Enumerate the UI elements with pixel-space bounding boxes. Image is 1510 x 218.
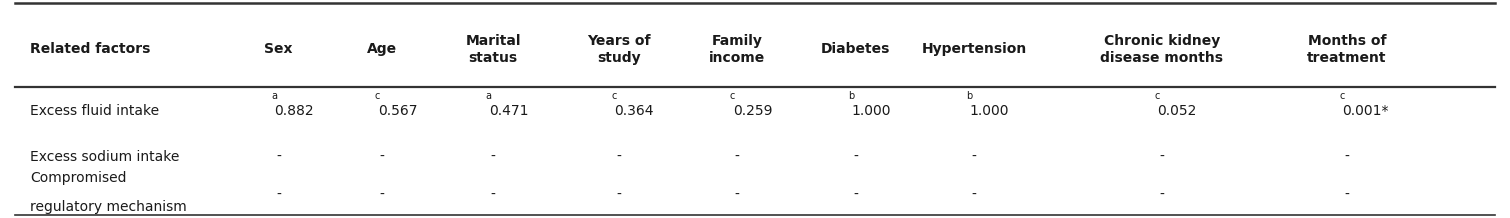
Text: -: - — [1160, 187, 1164, 201]
Text: -: - — [971, 187, 977, 201]
Text: -: - — [379, 150, 385, 164]
Text: -: - — [276, 187, 281, 201]
Text: -: - — [616, 150, 621, 164]
Text: regulatory mechanism: regulatory mechanism — [30, 200, 187, 214]
Text: 0.052: 0.052 — [1158, 104, 1197, 118]
Text: Age: Age — [367, 42, 397, 56]
Text: Family
income: Family income — [710, 34, 766, 65]
Text: Diabetes: Diabetes — [821, 42, 891, 56]
Text: b: b — [849, 91, 855, 101]
Text: -: - — [1160, 150, 1164, 164]
Text: -: - — [1344, 150, 1350, 164]
Text: c: c — [374, 91, 381, 101]
Text: Marital
status: Marital status — [465, 34, 521, 65]
Text: -: - — [735, 187, 740, 201]
Text: -: - — [971, 150, 977, 164]
Text: Chronic kidney
disease months: Chronic kidney disease months — [1101, 34, 1223, 65]
Text: -: - — [276, 150, 281, 164]
Text: -: - — [1344, 187, 1350, 201]
Text: Excess sodium intake: Excess sodium intake — [30, 150, 180, 164]
Text: c: c — [1339, 91, 1345, 101]
Text: 0.259: 0.259 — [732, 104, 772, 118]
Text: 0.471: 0.471 — [489, 104, 528, 118]
Text: Years of
study: Years of study — [587, 34, 651, 65]
Text: Sex: Sex — [264, 42, 293, 56]
Text: -: - — [491, 187, 495, 201]
Text: 1.000: 1.000 — [852, 104, 891, 118]
Text: 0.364: 0.364 — [615, 104, 654, 118]
Text: c: c — [1155, 91, 1160, 101]
Text: Months of
treatment: Months of treatment — [1308, 34, 1386, 65]
Text: 0.567: 0.567 — [378, 104, 417, 118]
Text: c: c — [729, 91, 735, 101]
Text: a: a — [486, 91, 492, 101]
Text: -: - — [853, 150, 858, 164]
Text: 1.000: 1.000 — [969, 104, 1009, 118]
Text: 0.001*: 0.001* — [1342, 104, 1389, 118]
Text: Related factors: Related factors — [30, 42, 151, 56]
Text: Compromised: Compromised — [30, 171, 127, 186]
Text: -: - — [735, 150, 740, 164]
Text: b: b — [966, 91, 972, 101]
Text: 0.882: 0.882 — [275, 104, 314, 118]
Text: -: - — [616, 187, 621, 201]
Text: Hypertension: Hypertension — [921, 42, 1027, 56]
Text: c: c — [612, 91, 616, 101]
Text: a: a — [272, 91, 278, 101]
Text: -: - — [853, 187, 858, 201]
Text: -: - — [379, 187, 385, 201]
Text: -: - — [491, 150, 495, 164]
Text: Excess fluid intake: Excess fluid intake — [30, 104, 159, 118]
